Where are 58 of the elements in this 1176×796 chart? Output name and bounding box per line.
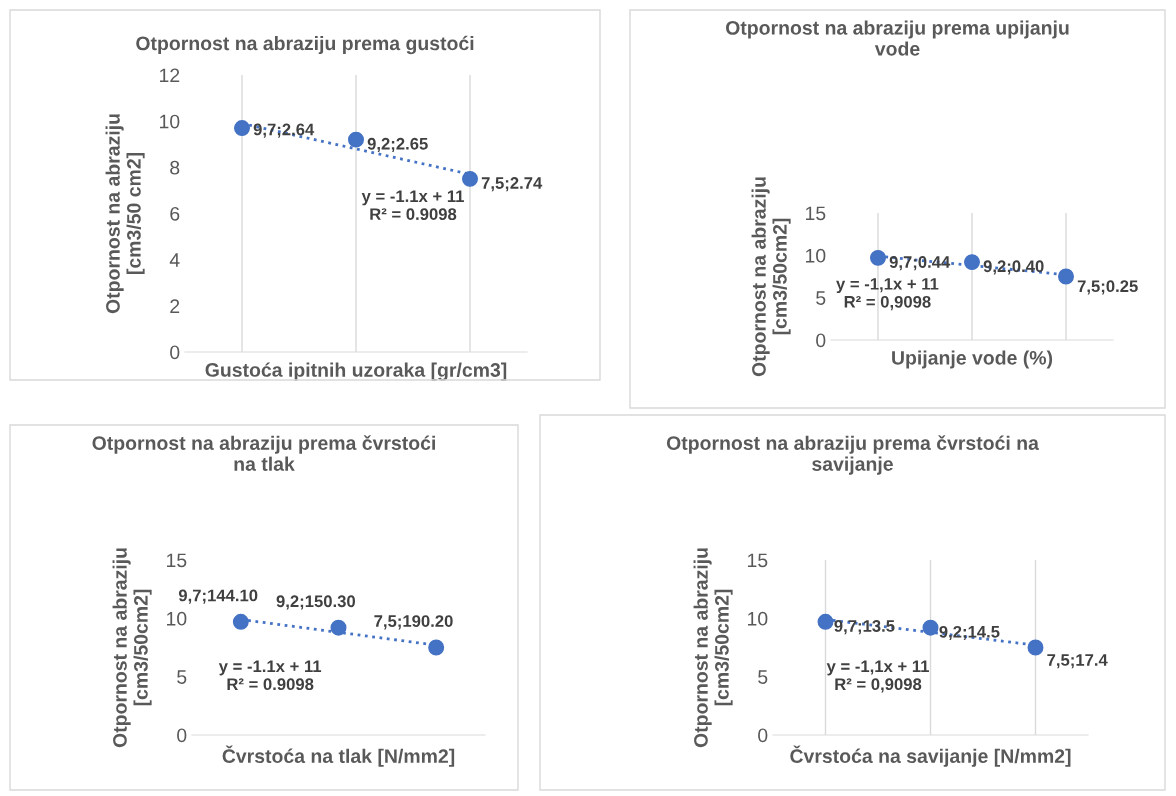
x-axis-title: Čvrstoća na savijanje [N/mm2] — [790, 745, 1071, 767]
y-tick-label: 8 — [170, 160, 180, 175]
y-axis-title: Otpornost na abraziju [cm3/50cm2] — [112, 548, 152, 748]
y-tick-label: 0 — [816, 333, 826, 348]
data-label: 9,7;144.10 — [178, 589, 258, 604]
y-tick-label: 15 — [167, 553, 187, 568]
point — [817, 613, 834, 630]
y-tick-label: 5 — [758, 670, 768, 684]
x-axis-title: Gustoća ipitnih uzoraka [gr/cm3] — [205, 362, 507, 381]
x-axis-title: Čvrstoća na tlak [N/mm2] — [222, 745, 455, 767]
data-label: 7,5;190.20 — [374, 615, 453, 630]
annotation: y = -1.1x + 11 R² = 0.9098 — [361, 190, 464, 221]
point — [330, 619, 347, 636]
y-tick-label: 15 — [748, 553, 768, 568]
y-tick-label: 10 — [806, 248, 826, 263]
point — [232, 613, 249, 630]
y-tick-label: 0 — [177, 728, 187, 743]
point — [1027, 639, 1044, 656]
y-tick-label: 0 — [758, 728, 768, 743]
y-tick-label: 2 — [170, 299, 180, 313]
point — [234, 120, 250, 137]
y-axis-title: Otpornost na abraziju [cm3/50 cm2] — [105, 114, 145, 314]
data-label: 7,5;17.4 — [1047, 654, 1108, 669]
data-label: 9,2;14.5 — [939, 625, 1000, 641]
data-label: 9,7;13.5 — [834, 620, 895, 635]
y-tick-label: 15 — [806, 206, 826, 221]
chart-title: Otpornost na abraziju prema čvrstoći na tlak — [92, 435, 435, 471]
data-label: 9,2;2.65 — [367, 137, 428, 153]
data-label: 7,5;0.25 — [1077, 280, 1138, 295]
chart-title: Otpornost na abraziju prema gustoći — [136, 35, 474, 55]
annotation: y = -1,1x + 11 R² = 0,9098 — [826, 660, 929, 693]
y-tick-label: 6 — [170, 206, 180, 221]
y-tick-label: 10 — [748, 611, 768, 626]
y-tick-label: 5 — [177, 670, 187, 684]
data-label: 9,2;0.40 — [983, 260, 1044, 275]
y-tick-label: 12 — [160, 68, 180, 83]
point — [462, 170, 478, 187]
y-tick-label: 5 — [816, 291, 826, 305]
y-axis-title: Otpornost na abraziju [cm3/50cm2] — [693, 548, 733, 748]
data-label: 7,5;2.74 — [481, 177, 543, 192]
point — [348, 131, 364, 148]
point — [922, 619, 939, 636]
point — [964, 254, 980, 271]
x-axis-title: Upijanje vode (%) — [892, 350, 1053, 369]
data-label: 9,2;150.30 — [276, 595, 356, 610]
data-label: 9,7;0.44 — [889, 256, 951, 271]
annotation: y = -1,1x + 11 R² = 0,9098 — [836, 278, 939, 311]
y-tick-label: 10 — [160, 114, 180, 129]
y-tick-label: 4 — [169, 253, 180, 267]
point — [870, 249, 886, 266]
point — [1058, 268, 1074, 285]
y-tick-label: 10 — [167, 611, 187, 626]
chart-title: Otpornost na abraziju prema upijanju vode — [725, 20, 1069, 56]
chart-title: Otpornost na abraziju prema čvrstoći na savijanje — [666, 435, 1040, 475]
y-axis-title: Otpornost na abraziju [cm3/50cm2] — [751, 177, 791, 377]
point — [428, 639, 445, 656]
y-tick-label: 0 — [170, 345, 180, 360]
annotation: y = -1.1x + 11 R² = 0.9098 — [218, 660, 322, 691]
